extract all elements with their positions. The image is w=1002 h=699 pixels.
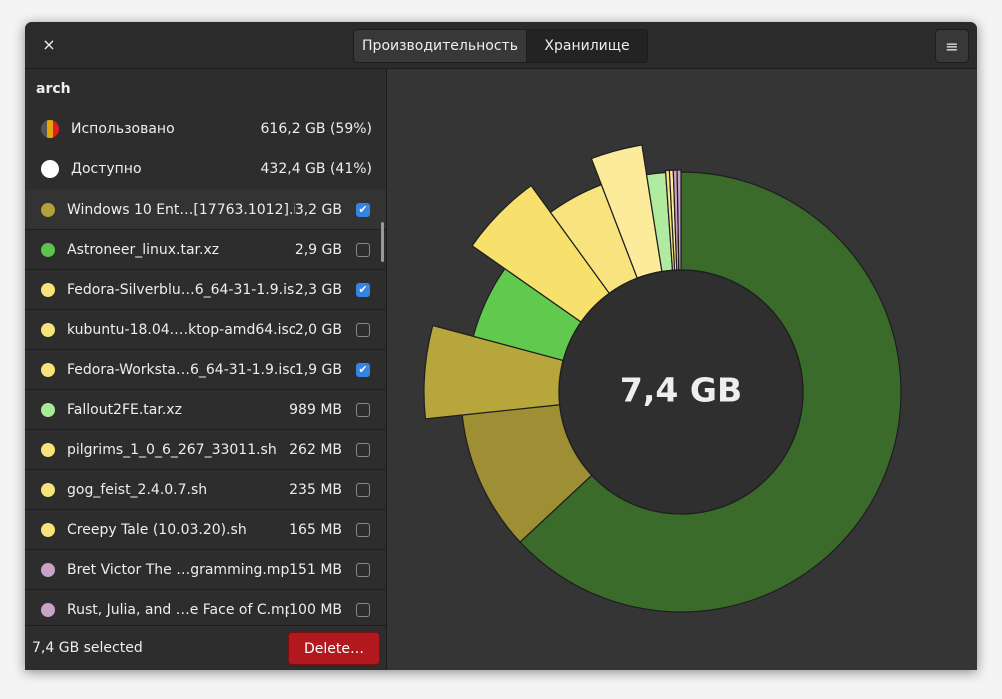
checkbox[interactable]	[356, 242, 370, 257]
summary-row: Доступно 432,4 GB (41%)	[25, 149, 386, 189]
file-size: 235 MB	[289, 481, 342, 498]
file-size: 151 MB	[289, 561, 342, 578]
donut-hole	[558, 269, 804, 515]
window: × Производительность Хранилище ≡ arch Ис…	[25, 22, 977, 670]
summary-size: 616,2 GB (59%)	[260, 121, 372, 137]
file-row: Fedora-Silverblu…6_64-31-1.9.iso 2,3 GB ✔	[25, 270, 386, 310]
file-row: kubuntu-18.04.…ktop-amd64.iso 2,0 GB	[25, 310, 386, 350]
file-dot	[41, 362, 55, 377]
file-row: Rust, Julia, and …e Face of C.mp4 100 MB	[25, 590, 386, 630]
file-name: Rust, Julia, and …e Face of C.mp4	[67, 601, 290, 618]
file-size: 100 MB	[289, 601, 342, 618]
checkbox[interactable]	[356, 522, 370, 537]
file-row: Astroneer_linux.tar.xz 2,9 GB	[25, 230, 386, 270]
selection-info: 7,4 GB selected	[32, 640, 143, 656]
file-dot	[41, 442, 55, 457]
checkbox[interactable]	[356, 602, 370, 617]
file-size: 2,3 GB	[294, 281, 342, 298]
file-size: 165 MB	[289, 521, 342, 538]
file-dot	[41, 482, 55, 497]
summary-size: 432,4 GB (41%)	[260, 161, 372, 177]
summary-row: Использовано 616,2 GB (59%)	[25, 109, 386, 149]
file-dot	[41, 602, 55, 617]
tab[interactable]: Производительность	[353, 29, 527, 63]
file-name: Windows 10 Ent…[17763.1012].iso	[67, 201, 295, 218]
summary-label: Доступно	[71, 161, 142, 177]
checkbox[interactable]: ✔	[356, 202, 370, 217]
checkbox[interactable]: ✔	[356, 362, 370, 377]
legend-dot	[41, 120, 59, 138]
checkbox[interactable]	[356, 442, 370, 457]
header-bar: × Производительность Хранилище ≡	[25, 22, 977, 69]
file-row: Windows 10 Ent…[17763.1012].iso 3,2 GB ✔	[25, 190, 386, 230]
delete-button[interactable]: Delete…	[288, 632, 380, 665]
tab-active[interactable]: Хранилище	[526, 29, 648, 63]
file-name: kubuntu-18.04.…ktop-amd64.iso	[67, 321, 295, 338]
file-name: Creepy Tale (10.03.20).sh	[67, 521, 247, 538]
file-size: 2,0 GB	[294, 321, 342, 338]
file-row: Creepy Tale (10.03.20).sh 165 MB	[25, 510, 386, 550]
file-dot	[41, 562, 55, 577]
file-row: gog_feist_2.4.0.7.sh 235 MB	[25, 470, 386, 510]
file-dot	[41, 522, 55, 537]
file-dot	[41, 322, 55, 337]
checkbox[interactable]	[356, 322, 370, 337]
file-dot	[41, 282, 55, 297]
file-row: Fedora-Worksta…6_64-31-1.9.iso 1,9 GB ✔	[25, 350, 386, 390]
checkbox[interactable]: ✔	[356, 282, 370, 297]
donut-chart: 7,4 GB	[423, 144, 902, 613]
file-name: Fedora-Worksta…6_64-31-1.9.iso	[67, 361, 295, 378]
checkbox[interactable]	[356, 482, 370, 497]
legend-dot	[41, 160, 59, 178]
file-dot	[41, 402, 55, 417]
menu-button[interactable]: ≡	[935, 29, 969, 63]
close-button[interactable]: ×	[42, 34, 56, 54]
file-name: Fallout2FE.tar.xz	[67, 401, 182, 418]
file-row: pilgrims_1_0_6_267_33011.sh 262 MB	[25, 430, 386, 470]
file-size: 262 MB	[289, 441, 342, 458]
sidebar: arch Использовано 616,2 GB (59%) Доступно 4…	[25, 69, 387, 670]
file-name: Fedora-Silverblu…6_64-31-1.9.iso	[67, 281, 295, 298]
file-size: 2,9 GB	[294, 241, 342, 258]
footer: 7,4 GB selected Delete…	[25, 625, 386, 670]
file-size: 1,9 GB	[294, 361, 342, 378]
scrollbar	[381, 222, 384, 262]
file-row: Fallout2FE.tar.xz 989 MB	[25, 390, 386, 430]
checkbox[interactable]	[356, 402, 370, 417]
file-name: Bret Victor The …gramming.mp4	[67, 561, 290, 578]
file-row: Bret Victor The …gramming.mp4 151 MB	[25, 550, 386, 590]
file-dot	[41, 242, 55, 257]
file-name: gog_feist_2.4.0.7.sh	[67, 481, 208, 498]
file-dot	[41, 202, 55, 217]
file-name: pilgrims_1_0_6_267_33011.sh	[67, 441, 277, 458]
file-size: 989 MB	[289, 401, 342, 418]
file-name: Astroneer_linux.tar.xz	[67, 241, 220, 258]
summary-label: Использовано	[71, 121, 175, 137]
volume-title: arch	[36, 81, 71, 97]
checkbox[interactable]	[356, 562, 370, 577]
file-size: 3,2 GB	[294, 201, 342, 218]
center-label: 7,4 GB	[620, 371, 742, 410]
